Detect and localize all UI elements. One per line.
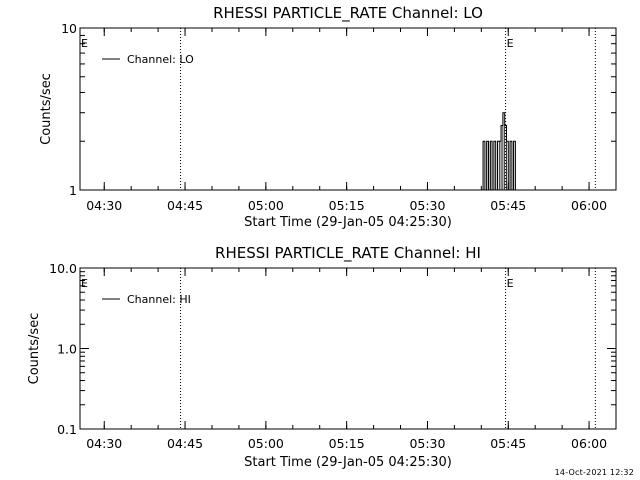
start-marker-label: E — [81, 37, 88, 50]
panel-lo: RHESSI PARTICLE_RATE Channel: LO 04:30 04:… — [39, 4, 617, 230]
x-tick-label: 05:45 — [490, 198, 526, 213]
y-tick-label: 10.0 — [49, 261, 77, 276]
x-tick-label: 05:30 — [409, 198, 445, 213]
x-tick-label: 05:45 — [490, 436, 526, 451]
start-marker-label: E — [81, 277, 88, 290]
x-tick-label: 05:00 — [248, 198, 284, 213]
x-tick-label: 05:15 — [329, 198, 365, 213]
event-marker-label: E — [507, 37, 514, 50]
y-tick-label: 1.0 — [57, 342, 77, 357]
x-axis-label: Start Time (29-Jan-05 04:25:30) — [244, 215, 452, 230]
x-tick-label: 06:00 — [571, 436, 607, 451]
x-tick-label: 04:45 — [167, 436, 203, 451]
x-axis-label: Start Time (29-Jan-05 04:25:30) — [244, 455, 452, 470]
chart-title: RHESSI PARTICLE_RATE Channel: LO — [213, 4, 483, 23]
y-axis-label: Counts/sec — [39, 73, 54, 145]
x-tick-label: 05:00 — [248, 436, 284, 451]
y-tick-label: 0.1 — [57, 422, 77, 437]
x-tick-label: 06:00 — [571, 198, 607, 213]
x-tick-label: 04:30 — [86, 198, 122, 213]
x-tick-label: 05:30 — [409, 436, 445, 451]
plot-frame — [79, 27, 617, 191]
x-tick-label: 05:15 — [329, 436, 365, 451]
chart-title: RHESSI PARTICLE_RATE Channel: HI — [215, 244, 481, 263]
y-tick-label: 10 — [61, 21, 77, 36]
legend-label: Channel: HI — [127, 293, 191, 306]
y-axis-label: Counts/sec — [27, 313, 42, 385]
panel-hi: RHESSI PARTICLE_RATE Channel: HI 04:30 04:… — [27, 244, 617, 470]
series-line — [481, 112, 522, 191]
x-tick-label: 04:45 — [167, 198, 203, 213]
y-tick-label: 1 — [69, 183, 77, 198]
x-tick-label: 04:30 — [86, 436, 122, 451]
legend-label: Channel: LO — [127, 53, 194, 66]
event-marker-label: E — [507, 277, 514, 290]
generation-timestamp: 14-Oct-2021 12:32 — [554, 468, 634, 477]
